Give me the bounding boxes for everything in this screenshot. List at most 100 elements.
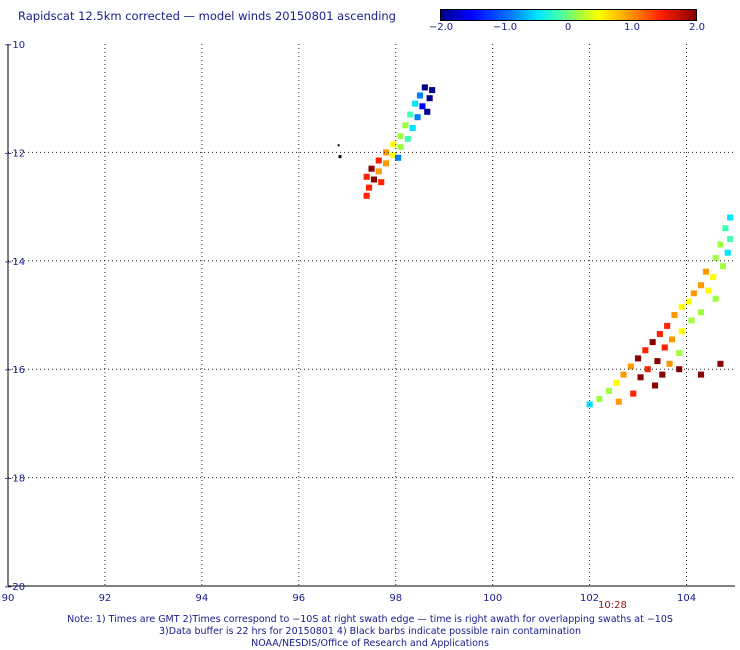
swath-1-cell-12 xyxy=(712,295,719,302)
swath-0-cell-20 xyxy=(368,165,375,172)
swath-1-cell-3 xyxy=(717,241,724,248)
swath-1-cell-35 xyxy=(652,382,659,389)
swath-0-cell-14 xyxy=(397,144,404,150)
colorbar-label-max: 2.0 xyxy=(689,22,705,33)
colorbar-label-zero: 0 xyxy=(564,22,572,33)
swath-1-cell-11 xyxy=(690,290,697,297)
swath-1-cell-22 xyxy=(649,339,656,346)
plot-frame xyxy=(7,44,735,587)
lon-label-7: 104 xyxy=(677,593,696,604)
swath-1-cell-13 xyxy=(685,298,692,305)
latitude-tick-labels: −10 −12 −14 −16 −18 −20 xyxy=(4,40,25,593)
swath-0-cell-19 xyxy=(383,160,390,167)
swath-1-cell-18 xyxy=(664,322,671,329)
swath-0-cell-23 xyxy=(370,176,377,183)
swath-0-cell-15 xyxy=(383,149,390,156)
swath-timestamp: 10:28 xyxy=(598,600,627,611)
swath-0-cell-26 xyxy=(363,192,370,199)
lat-label-5: −20 xyxy=(4,582,25,593)
lon-label-0: 90 xyxy=(2,593,15,604)
map-title: Rapidscat 12.5km corrected — model winds… xyxy=(18,9,396,23)
swath-0-cell-25 xyxy=(366,184,373,191)
swath-1-cell-25 xyxy=(676,350,683,356)
colorbar xyxy=(440,9,697,21)
swath-1-cell-43 xyxy=(676,366,683,373)
swath-0-cell-13 xyxy=(390,141,397,148)
lat-label-0: −10 xyxy=(4,40,25,51)
swath-0-cell-8 xyxy=(414,114,421,121)
swath-0-cell-18 xyxy=(375,157,382,164)
colorbar-label-min: −2.0 xyxy=(428,22,454,33)
swath-1-cell-39 xyxy=(615,398,622,405)
swath-1-cell-7 xyxy=(702,268,709,275)
swath-1-cell-34 xyxy=(613,379,620,386)
swath-1-cell-21 xyxy=(669,336,676,343)
swath-1-cell-2 xyxy=(727,236,734,243)
swath-1-cell-9 xyxy=(698,282,705,289)
swath-0-cell-4 xyxy=(412,100,419,107)
note-line-3: NOAA/NESDIS/Office of Research and Appli… xyxy=(251,638,489,649)
swath-0-cell-7 xyxy=(407,111,414,118)
swath-1-cell-42 xyxy=(698,371,705,378)
swath-1-cell-38 xyxy=(596,396,603,402)
swath-1-cell-16 xyxy=(671,312,678,318)
swath-1-cell-23 xyxy=(661,344,668,351)
swath-1-cell-27 xyxy=(654,358,661,365)
longitude-tick-labels: 90 92 94 96 98 100 102 104 xyxy=(2,593,696,604)
swath-1-cell-36 xyxy=(606,387,613,394)
swath-0-cell-16 xyxy=(390,152,397,159)
swath-1-cell-31 xyxy=(620,371,627,378)
swath-1-cell-26 xyxy=(635,355,642,362)
lat-label-1: −12 xyxy=(4,148,25,159)
lat-lon-grid xyxy=(8,44,735,586)
swath-0-cell-0 xyxy=(421,84,428,91)
lon-label-2: 94 xyxy=(195,593,208,604)
lon-label-5: 100 xyxy=(483,593,502,604)
swath-0-cell-24 xyxy=(378,179,385,186)
swath-1-cell-6 xyxy=(719,263,726,270)
swath-1-cell-33 xyxy=(637,374,644,381)
swath-1-cell-10 xyxy=(705,287,712,294)
note-line-2: 3)Data buffer is 22 hrs for 20150801 4) … xyxy=(159,626,581,637)
swath-1-cell-1 xyxy=(722,225,729,232)
lon-label-6: 102 xyxy=(580,593,599,604)
swath-1-cell-19 xyxy=(678,328,685,335)
swath-1-cell-15 xyxy=(698,309,705,316)
swath-0-cell-3 xyxy=(426,95,433,102)
lon-label-4: 98 xyxy=(389,593,402,604)
swath-1-cell-0 xyxy=(727,214,734,221)
swath-1-cell-30 xyxy=(644,366,651,373)
swath-1-cell-32 xyxy=(659,371,666,378)
swath-0-cell-17 xyxy=(395,154,402,161)
swath-cells xyxy=(363,84,734,408)
swath-0-cell-6 xyxy=(424,108,431,115)
swath-1-cell-17 xyxy=(688,317,695,324)
lon-label-1: 92 xyxy=(99,593,112,604)
swath-0-cell-10 xyxy=(409,125,416,131)
swath-0-cell-11 xyxy=(397,133,404,140)
swath-0-cell-22 xyxy=(363,173,370,180)
swath-1-cell-28 xyxy=(666,360,673,367)
swath-0-cell-1 xyxy=(429,87,436,94)
swath-1-cell-5 xyxy=(712,255,719,262)
rain-flag-markers xyxy=(337,144,342,159)
swath-1-cell-20 xyxy=(656,331,663,337)
note-line-1: Note: 1) Times are GMT 2)Times correspon… xyxy=(67,614,673,625)
swath-1-cell-41 xyxy=(717,360,724,367)
swath-1-cell-14 xyxy=(678,303,685,310)
colorbar-label-neg1: −1.0 xyxy=(492,22,518,33)
swath-1-cell-8 xyxy=(710,274,717,281)
rain-marker-0 xyxy=(337,144,340,147)
swath-0-cell-2 xyxy=(416,92,423,99)
swath-0-cell-5 xyxy=(419,103,426,110)
swath-1-cell-24 xyxy=(642,347,649,354)
lat-label-2: −14 xyxy=(4,257,25,268)
swath-1-cell-37 xyxy=(630,390,637,397)
lat-label-4: −18 xyxy=(4,474,25,485)
swath-1-cell-4 xyxy=(724,249,731,256)
swath-0-cell-21 xyxy=(375,168,382,175)
swath-0-cell-9 xyxy=(402,122,409,129)
rain-marker-1 xyxy=(338,155,342,159)
lon-label-3: 96 xyxy=(292,593,305,604)
